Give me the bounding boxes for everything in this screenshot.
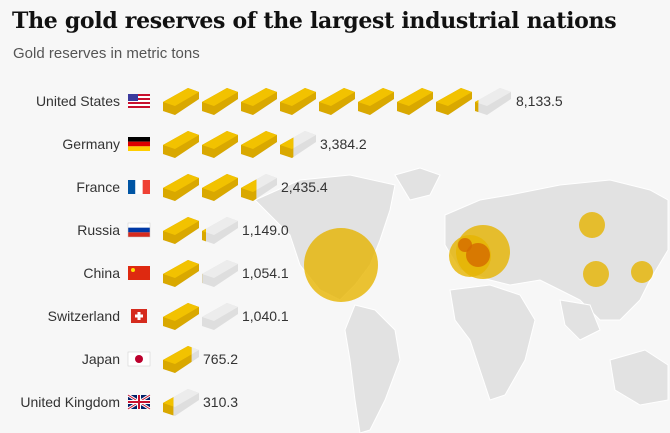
value-label: 1,054.1 xyxy=(242,265,289,281)
row-china: China 1,054.1 xyxy=(83,260,289,287)
russia-flag-icon xyxy=(127,222,151,238)
value-label: 310.3 xyxy=(203,394,238,410)
gold-fill xyxy=(202,273,203,284)
gold-fill xyxy=(241,131,277,158)
gold-bar-icon xyxy=(163,131,199,158)
gold-fill xyxy=(436,88,472,115)
gold-bar-icon xyxy=(202,303,238,330)
country-label: China xyxy=(83,265,120,281)
row-united-states: United States 8,133.5 xyxy=(36,88,563,115)
gold-fill xyxy=(163,303,199,330)
gold-bar-icon xyxy=(319,88,355,115)
gold-bar-icon xyxy=(202,174,238,201)
gold-bar-icon xyxy=(241,174,277,201)
gold-bar-icon xyxy=(397,88,433,115)
gold-bar-icon xyxy=(241,88,277,115)
row-germany: Germany 3,384.2 xyxy=(62,131,367,158)
gold-fill xyxy=(163,88,199,115)
value-label: 2,435.4 xyxy=(281,179,328,195)
continent-shape xyxy=(449,284,536,401)
gold-bar-icon xyxy=(163,346,199,373)
bubble-russia xyxy=(579,212,605,238)
continent-shape xyxy=(394,167,441,201)
gold-bar-icon xyxy=(163,389,199,416)
china-flag-icon xyxy=(128,266,150,280)
gold-fill xyxy=(163,217,199,244)
chart-title: The gold reserves of the largest industr… xyxy=(12,8,617,34)
value-label: 3,384.2 xyxy=(320,136,367,152)
gold-fill xyxy=(163,131,199,158)
gold-bar-icon xyxy=(202,260,238,287)
value-label: 8,133.5 xyxy=(516,93,563,109)
gold-fill xyxy=(397,88,433,115)
country-label: France xyxy=(76,179,120,195)
row-united-kingdom: United Kingdom 310.3 xyxy=(20,389,238,416)
bubble-united-states xyxy=(304,228,378,302)
us-flag-icon xyxy=(128,94,150,108)
row-switzerland: Switzerland 1,040.1 xyxy=(48,303,289,330)
country-label: United States xyxy=(36,93,120,109)
gold-bar-icon xyxy=(241,131,277,158)
gold-fill xyxy=(280,88,316,115)
country-label: United Kingdom xyxy=(20,394,120,410)
value-label: 765.2 xyxy=(203,351,238,367)
country-label: Switzerland xyxy=(48,308,120,324)
value-label: 1,149.0 xyxy=(242,222,289,238)
switzerland-flag-icon xyxy=(131,309,147,323)
france-flag-icon xyxy=(128,180,150,194)
bubble-united-kingdom xyxy=(458,238,472,252)
continent-shape xyxy=(444,179,669,321)
bubble-japan xyxy=(631,261,653,283)
gold-bar-icon xyxy=(163,260,199,287)
row-japan: Japan 765.2 xyxy=(82,346,238,373)
continent-shape xyxy=(559,299,601,341)
gold-fill xyxy=(241,179,257,201)
gold-fill xyxy=(163,346,192,373)
continent-shape xyxy=(609,349,669,406)
gold-bar-icon xyxy=(475,88,511,115)
germany-flag-icon xyxy=(128,137,150,151)
gold-fill xyxy=(319,88,355,115)
gold-fill xyxy=(475,100,479,113)
gold-bar-icon xyxy=(436,88,472,115)
gold-bar-icon xyxy=(163,217,199,244)
gold-fill xyxy=(202,88,238,115)
gold-fill xyxy=(163,174,199,201)
gold-fill xyxy=(358,88,394,115)
gold-bar-icon xyxy=(202,88,238,115)
gold-bar-icon xyxy=(280,88,316,115)
gold-fill xyxy=(280,137,294,158)
country-label: Germany xyxy=(62,136,120,152)
gold-fill xyxy=(202,174,238,201)
gold-fill xyxy=(241,88,277,115)
gold-bar-icon xyxy=(280,131,316,158)
bubble-switzerland xyxy=(466,243,490,267)
gold-fill xyxy=(202,228,206,242)
gold-bar-icon xyxy=(202,217,238,244)
uk-flag-icon xyxy=(127,393,151,411)
gold-bar-icon xyxy=(163,174,199,201)
gold-bar-icon xyxy=(163,303,199,330)
gold-fill xyxy=(163,260,199,287)
gold-bar-icon xyxy=(202,131,238,158)
bubble-china xyxy=(583,261,609,287)
gold-fill xyxy=(163,397,174,416)
row-russia: Russia 1,149.0 xyxy=(77,217,289,244)
continent-shape xyxy=(344,304,401,433)
country-label: Japan xyxy=(82,351,120,367)
row-france: France 2,435.4 xyxy=(76,174,328,201)
country-label: Russia xyxy=(77,222,120,238)
gold-bar-icon xyxy=(358,88,394,115)
chart-subtitle: Gold reserves in metric tons xyxy=(13,45,200,62)
gold-fill xyxy=(202,131,238,158)
value-label: 1,040.1 xyxy=(242,308,289,324)
gold-bar-icon xyxy=(163,88,199,115)
japan-flag-icon xyxy=(127,351,151,367)
